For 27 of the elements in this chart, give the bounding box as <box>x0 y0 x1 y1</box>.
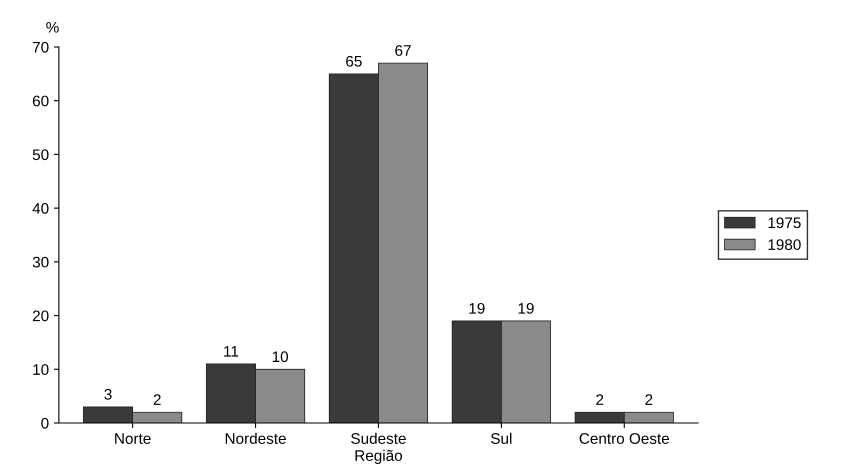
legend-label: 1975 <box>768 217 801 228</box>
data-label: 19 <box>469 302 485 314</box>
x-tick-label: Sudeste <box>351 432 406 444</box>
y-tick-label: 50 <box>32 149 49 160</box>
y-tick-label: 60 <box>32 96 49 106</box>
y-tick-label: 10 <box>33 364 49 375</box>
y-tick-label: 0 <box>41 418 49 429</box>
y-tick-label: 40 <box>32 203 49 214</box>
x-tick-label: Nordeste <box>226 432 286 444</box>
x-axis-title: Região <box>356 450 402 464</box>
data-label: 19 <box>518 302 534 314</box>
x-tick-label: Norte <box>115 433 151 444</box>
y-tick-label: 70 <box>32 42 49 53</box>
data-label: 11 <box>224 346 238 357</box>
legend-label: 1980 <box>768 239 801 250</box>
data-label: 67 <box>395 45 411 56</box>
y-tick-label: 30 <box>32 256 49 268</box>
data-label: 2 <box>645 394 652 405</box>
x-tick-label: Centro Oeste <box>580 433 670 444</box>
x-tick-label: Sul <box>491 432 512 444</box>
data-label: 10 <box>272 351 288 362</box>
y-axis-title: % <box>46 22 59 33</box>
data-label: 2 <box>154 394 161 405</box>
y-tick-label: 20 <box>32 310 49 322</box>
data-label: 2 <box>596 394 604 405</box>
data-label: 3 <box>104 388 112 400</box>
data-label: 65 <box>346 56 362 67</box>
